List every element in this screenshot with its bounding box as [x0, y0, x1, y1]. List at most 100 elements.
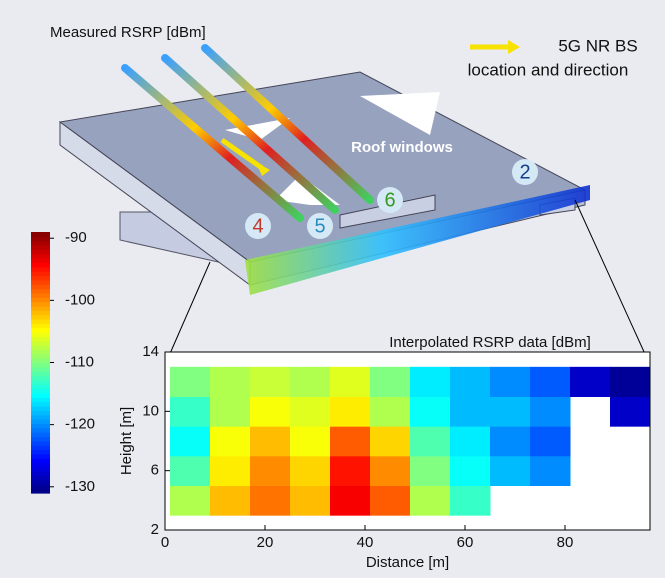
colorbar-step — [31, 462, 50, 468]
colorbar-step — [31, 358, 50, 364]
heat-cell — [450, 396, 491, 427]
colorbar-step — [31, 258, 50, 264]
heat-cell — [250, 366, 291, 397]
colorbar-step — [31, 336, 50, 342]
heat-cell — [170, 455, 211, 486]
colorbar-step — [31, 266, 50, 272]
colorbar-step — [31, 384, 50, 390]
marker-circle — [307, 213, 333, 239]
marker: 5 — [314, 215, 325, 237]
colorbar-step — [31, 240, 50, 246]
colorbar-step — [31, 245, 50, 250]
window — [225, 118, 290, 140]
marker-circle — [512, 159, 538, 185]
colorbar-step — [31, 323, 50, 329]
track — [121, 64, 304, 222]
colorbar-step — [31, 401, 50, 407]
y-tick-label: 10 — [142, 402, 159, 419]
colorbar-step — [31, 466, 50, 472]
heat-cell — [330, 366, 371, 397]
y-tick-label: 2 — [151, 521, 159, 538]
x-axis-label: Distance [m] — [366, 554, 449, 571]
colorbar-step — [31, 453, 50, 459]
colorbar-step — [31, 319, 50, 324]
colorbar-step — [31, 406, 50, 411]
colorbar-step — [31, 458, 50, 464]
colorbar-step — [31, 414, 50, 420]
heat-cell — [330, 426, 371, 457]
colorbar-step — [31, 236, 50, 242]
heat-cell — [290, 485, 331, 516]
colorbar-step — [31, 371, 50, 377]
zoom-line — [574, 199, 651, 366]
colorbar-step — [31, 427, 50, 433]
colorbar-step — [31, 471, 50, 477]
colorbar-step — [31, 397, 50, 403]
colorbar-step — [31, 292, 50, 298]
colorbar-step — [31, 310, 50, 316]
x-tick-label: 60 — [457, 534, 474, 551]
colorbar-step — [31, 449, 50, 455]
zoom-line — [164, 261, 211, 366]
heat-cell — [210, 366, 251, 397]
y-axis-label: Height [m] — [118, 407, 135, 475]
heat-cell — [450, 455, 491, 486]
colorbar-step — [31, 379, 50, 385]
colorbar-step — [31, 232, 50, 237]
colorbar-step — [31, 275, 50, 281]
heat-cell — [410, 366, 451, 397]
heat-cell — [250, 426, 291, 457]
colorbar-label: -120 — [65, 416, 95, 433]
colorbar-step — [31, 332, 50, 337]
chart-title: Interpolated RSRP data [dBm] — [389, 334, 591, 351]
heat-cell — [570, 366, 611, 397]
heat-cell — [530, 455, 571, 486]
heat-cell — [290, 366, 331, 397]
colorbar-step — [31, 488, 50, 494]
track — [161, 54, 339, 214]
heat-cell — [610, 366, 651, 397]
colorbar-step — [31, 445, 50, 451]
markers: 2 4 5 6 — [245, 159, 538, 239]
window — [360, 92, 440, 135]
colorbar-step — [31, 375, 50, 381]
heat-cell — [370, 366, 411, 397]
colorbar-step — [31, 345, 50, 351]
colorbar-step — [31, 410, 50, 416]
heat-cell — [370, 455, 411, 486]
heat-cell — [450, 366, 491, 397]
colorbar-step — [31, 249, 50, 255]
bs-legend: location and direction — [468, 60, 629, 79]
heat-cell — [170, 366, 211, 397]
heat-cell — [290, 396, 331, 427]
colorbar-step — [31, 484, 50, 490]
roof-label: Roof windows — [351, 139, 453, 156]
facade-track — [245, 185, 590, 295]
colorbar-step — [31, 305, 50, 311]
colorbar-step — [31, 288, 50, 294]
bs-legend: 5G NR BS — [558, 36, 637, 55]
heat-cell — [170, 426, 211, 457]
y-tick-label: 14 — [142, 343, 159, 360]
colorbar-step — [31, 314, 50, 320]
colorbar-step — [31, 353, 50, 359]
colorbar-step — [31, 253, 50, 259]
heat-cell — [490, 455, 531, 486]
heat-cell — [370, 426, 411, 457]
illustration-title: Measured RSRP [dBm] — [50, 24, 206, 41]
colorbar-step — [31, 479, 50, 485]
colorbar-step — [31, 366, 50, 372]
measurement-tracks — [121, 40, 590, 295]
heat-cell — [610, 396, 651, 427]
heat-cell — [210, 426, 251, 457]
colorbar-step — [31, 436, 50, 442]
x-tick-label: 0 — [161, 534, 169, 551]
heat-cell — [290, 426, 331, 457]
colorbar-label: -110 — [65, 353, 94, 370]
colorbar-step — [31, 327, 50, 333]
heat-cell — [250, 485, 291, 516]
marker: 6 — [384, 189, 395, 211]
marker-circle — [377, 187, 403, 213]
colorbar-step — [31, 301, 50, 307]
